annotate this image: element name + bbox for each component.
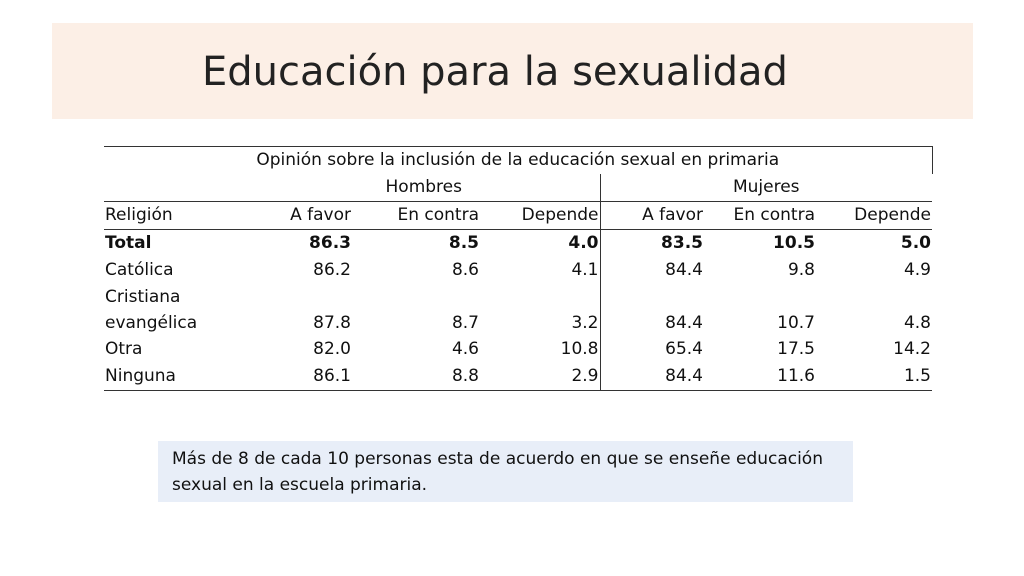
table-cell: 84.4: [665, 260, 703, 280]
table-cell: 4.8: [903, 313, 931, 333]
table-caption: Opinión sobre la inclusión de la educaci…: [104, 146, 933, 174]
table-cell: 10.5: [773, 233, 815, 253]
row-label-line: Cristiana: [105, 287, 181, 307]
table-cell: 8.7: [451, 313, 479, 333]
table-cell: 9.8: [787, 260, 815, 280]
table-cell: 4.9: [903, 260, 931, 280]
table-cell: 5.0: [900, 233, 931, 253]
column-header: Depende: [816, 201, 932, 230]
column-header: A favor: [248, 201, 352, 230]
table-cell: 8.6: [451, 260, 479, 280]
table-cell: 10.7: [777, 313, 815, 333]
column-header: Religión: [104, 201, 248, 230]
row-label-line: evangélica: [105, 313, 198, 333]
table-cell: 86.1: [248, 363, 352, 391]
table-cell: 1.5: [816, 363, 932, 391]
row-label: Ninguna: [104, 363, 248, 391]
row-label: Católica: [105, 260, 174, 280]
slide-title: Educación para la sexualidad: [202, 49, 788, 95]
table-cell: 4.6: [451, 339, 479, 359]
table-cell: 84.4: [600, 363, 704, 391]
column-header: Depende: [480, 201, 601, 230]
table-cell: 3.2: [480, 284, 601, 336]
table-cell: 11.6: [704, 363, 816, 391]
table-cell: 4.1: [480, 257, 601, 284]
table-cell: 65.4: [665, 339, 703, 359]
table-cell: 87.8: [313, 313, 351, 333]
table-cell: 10.8: [480, 336, 601, 363]
group-header-hombres: Hombres: [248, 174, 601, 202]
table-cell: 4.0: [480, 229, 601, 257]
table-cell: 82.0: [313, 339, 351, 359]
table-row: Total 86.3 8.5 4.0 83.5 10.5 5.0: [104, 229, 932, 257]
column-header: En contra: [352, 201, 480, 230]
opinion-table: Opinión sobre la inclusión de la educaci…: [104, 146, 933, 391]
table-cell: 8.5: [448, 233, 479, 253]
table-row: Ninguna 86.1 8.8 2.9 84.4 11.6 1.5: [104, 363, 932, 391]
table-cell: 14.2: [893, 339, 931, 359]
column-header: En contra: [704, 201, 816, 230]
column-header: A favor: [600, 201, 704, 230]
table-row: Otra 82.0 4.6 10.8 65.4 17.5 14.2: [104, 336, 932, 363]
table-cell: 2.9: [480, 363, 601, 391]
title-band: [52, 23, 973, 119]
group-header-mujeres: Mujeres: [600, 174, 932, 202]
row-label: Total: [105, 233, 152, 253]
table-cell: 86.2: [313, 260, 351, 280]
row-label: Otra: [105, 339, 143, 359]
row-label: Cristiana evangélica: [104, 284, 248, 336]
summary-note: Más de 8 de cada 10 personas esta de acu…: [158, 441, 853, 502]
table-cell: 83.5: [661, 233, 703, 253]
table-cell: 86.3: [309, 233, 351, 253]
table-row: Cristiana evangélica 87.8 8.7 3.2 84.4 10…: [104, 284, 932, 336]
table-row: Católica 86.2 8.6 4.1 84.4 9.8 4.9: [104, 257, 932, 284]
table-cell: 8.8: [352, 363, 480, 391]
table-cell: 84.4: [665, 313, 703, 333]
group-header-blank: [104, 174, 248, 202]
table-cell: 17.5: [777, 339, 815, 359]
